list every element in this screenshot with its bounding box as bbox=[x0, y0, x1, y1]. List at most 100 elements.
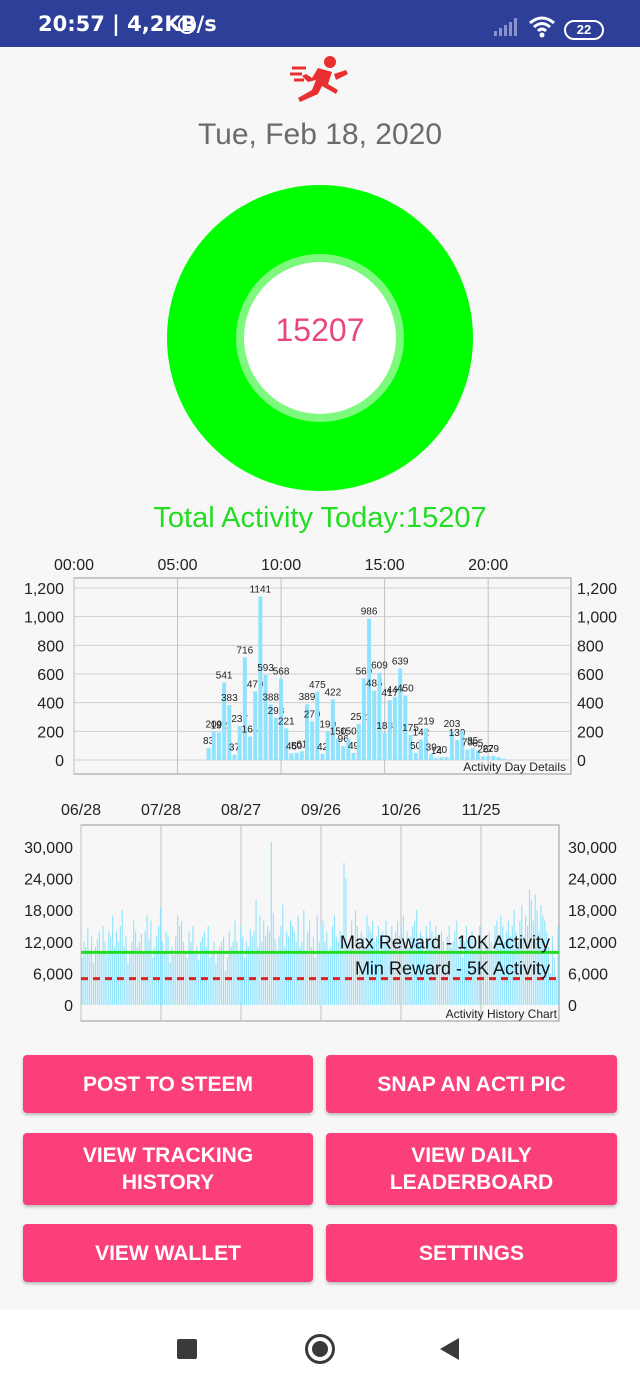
back-icon[interactable] bbox=[440, 1338, 459, 1360]
bar bbox=[351, 920, 353, 1005]
bar bbox=[513, 910, 515, 1005]
data-label: 164 bbox=[242, 724, 259, 735]
total-activity-label: Total Activity Today:15207 bbox=[153, 502, 487, 534]
bar bbox=[387, 936, 389, 1005]
view-tracking-history-button[interactable]: VIEW TRACKING HISTORY bbox=[23, 1133, 313, 1205]
y-tick-label: 1,200 bbox=[24, 581, 64, 598]
bar bbox=[532, 920, 534, 1005]
data-label: 175 bbox=[402, 723, 419, 734]
bar bbox=[216, 732, 221, 760]
bar bbox=[247, 947, 249, 1005]
data-label: 20 bbox=[436, 745, 448, 756]
bar bbox=[479, 926, 481, 1005]
bar bbox=[108, 931, 110, 1005]
bar bbox=[444, 757, 449, 760]
bar bbox=[374, 941, 376, 1005]
bar bbox=[266, 926, 269, 1005]
x-tick-label: 11/25 bbox=[462, 802, 501, 819]
bar bbox=[356, 926, 358, 1005]
view-daily-leaderboard-button[interactable]: VIEW DAILY LEADERBOARD bbox=[326, 1133, 617, 1205]
bar bbox=[268, 704, 273, 760]
data-label: 639 bbox=[392, 656, 409, 667]
home-icon[interactable] bbox=[305, 1334, 335, 1364]
bar bbox=[310, 721, 315, 760]
bar bbox=[471, 931, 473, 1005]
settings-button[interactable]: SETTINGS bbox=[326, 1224, 617, 1282]
bar bbox=[114, 947, 116, 1005]
bar bbox=[242, 657, 247, 760]
data-label: 49 bbox=[348, 741, 360, 752]
reference-line-label: Min Reward - 5K Activity bbox=[355, 959, 550, 979]
bar bbox=[528, 889, 531, 1005]
recent-apps-icon[interactable] bbox=[177, 1339, 197, 1359]
data-label: 50 bbox=[410, 741, 422, 752]
bar bbox=[335, 936, 337, 1005]
data-label: 209 bbox=[205, 719, 222, 730]
bar bbox=[408, 734, 413, 760]
bar bbox=[330, 699, 335, 760]
data-label: 293 bbox=[268, 706, 285, 717]
bar bbox=[404, 941, 406, 1005]
bar bbox=[278, 936, 280, 1005]
data-label: 479 bbox=[247, 679, 264, 690]
bar bbox=[318, 941, 320, 1005]
bar bbox=[289, 920, 292, 1005]
data-label: 27 bbox=[483, 744, 495, 755]
data-label: 29 bbox=[488, 744, 500, 755]
bar bbox=[385, 920, 387, 1005]
bar bbox=[304, 704, 309, 760]
bar bbox=[473, 952, 475, 1005]
bar bbox=[163, 952, 165, 1005]
data-label: 46 bbox=[286, 741, 298, 752]
bar bbox=[287, 936, 290, 1005]
y-tick-label-right: 400 bbox=[577, 696, 604, 713]
bar bbox=[403, 695, 408, 760]
bar bbox=[274, 939, 276, 1005]
bar bbox=[347, 947, 349, 1005]
bar bbox=[167, 936, 169, 1005]
bar bbox=[268, 931, 270, 1005]
x-tick-label: 00:00 bbox=[54, 557, 94, 574]
bar bbox=[314, 957, 316, 1005]
bar bbox=[418, 941, 420, 1005]
data-label: 203 bbox=[444, 719, 461, 730]
bar bbox=[398, 936, 401, 1005]
bar bbox=[230, 947, 232, 1005]
post-to-steem-button[interactable]: POST TO STEEM bbox=[23, 1055, 313, 1113]
bar bbox=[291, 926, 293, 1005]
data-label: 37 bbox=[229, 743, 241, 754]
bar bbox=[391, 926, 393, 1005]
bar bbox=[156, 936, 158, 1005]
bar bbox=[346, 738, 351, 760]
y-tick-label-right: 30,000 bbox=[568, 840, 617, 857]
bar bbox=[517, 941, 519, 1005]
bar bbox=[146, 915, 148, 1005]
alarm-icon bbox=[178, 16, 196, 34]
view-wallet-button[interactable]: VIEW WALLET bbox=[23, 1224, 313, 1282]
bar bbox=[519, 920, 521, 1005]
data-label: 150 bbox=[330, 727, 347, 738]
chart-description: Activity Day Details bbox=[463, 760, 566, 774]
bar bbox=[414, 920, 416, 1005]
bar bbox=[263, 675, 268, 760]
x-tick-label: 06/28 bbox=[61, 802, 101, 819]
bar bbox=[301, 941, 303, 1005]
snap-acti-pic-button[interactable]: SNAP AN ACTI PIC bbox=[326, 1055, 617, 1113]
bar bbox=[203, 931, 205, 1005]
bar bbox=[364, 947, 366, 1005]
bar bbox=[209, 957, 211, 1005]
bar bbox=[460, 936, 462, 1005]
data-label: 199 bbox=[319, 719, 336, 730]
bar bbox=[234, 920, 236, 1005]
data-label: 188 bbox=[376, 721, 393, 732]
bar bbox=[81, 957, 83, 1005]
bar bbox=[213, 941, 215, 1005]
bar bbox=[273, 718, 278, 760]
battery-icon: 22 bbox=[564, 20, 604, 40]
bar bbox=[418, 739, 423, 760]
bar bbox=[91, 936, 93, 1005]
x-tick-label: 20:00 bbox=[468, 557, 508, 574]
bar bbox=[165, 931, 167, 1005]
bar bbox=[198, 960, 200, 1005]
bar bbox=[372, 920, 374, 1005]
